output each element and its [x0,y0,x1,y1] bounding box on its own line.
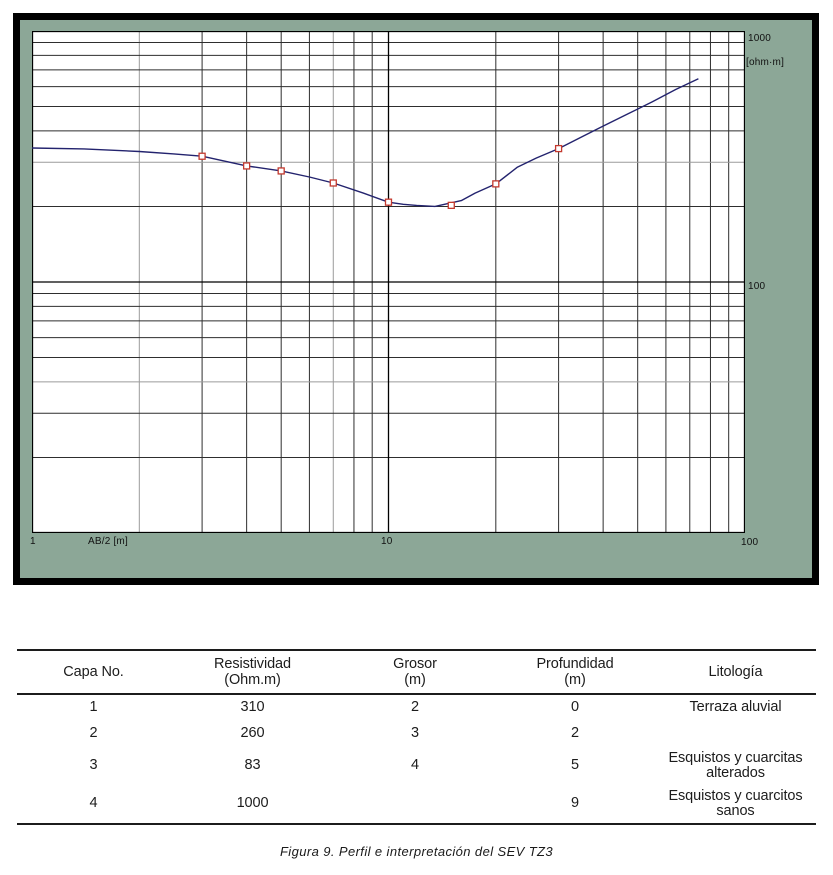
col-header-resistividad: Resistividad (Ohm.m) [214,655,291,688]
cell-grosor: 4 [411,757,419,774]
chart-frame: 1 AB/2 [m] 10 100 1000 [ohm·m] 100 [13,13,819,585]
cell-grosor: 3 [411,725,419,742]
sounding-plot [32,31,745,533]
figure-caption: Figura 9. Perfil e interpretación del SE… [279,844,554,859]
col-header-litologia: Litología [708,663,763,680]
x-tick-10: 10 [381,536,393,547]
table-row: 4 1000 9 Esquistos y cuarcitos sanos [17,785,816,824]
interpretation-table: Capa No. Resistividad (Ohm.m) Grosor (m) P… [17,649,816,825]
table-row: 1 310 2 0 Terraza aluvial [17,694,816,721]
x-axis-label: AB/2 [m] [88,536,128,547]
x-tick-1: 1 [30,536,36,547]
cell-capa: 1 [89,699,98,716]
x-tick-100: 100 [741,537,759,548]
cell-grosor: 2 [411,699,419,716]
cell-profundidad: 9 [571,795,579,812]
cell-resistividad: 310 [240,699,265,716]
cell-grosor [335,785,495,824]
cell-resistividad: 1000 [236,795,269,812]
col-header-grosor: Grosor (m) [393,655,437,688]
cell-litologia: Terraza aluvial [689,699,782,716]
cell-resistividad: 260 [240,725,265,742]
cell-resistividad: 83 [244,757,261,774]
cell-profundidad: 5 [571,757,579,774]
cell-litologia [655,721,816,747]
cell-litologia: Esquistos y cuarcitas alterados [668,749,803,781]
cell-litologia: Esquistos y cuarcitos sanos [668,787,803,819]
table-row: 2 260 3 2 [17,721,816,747]
table-header-row: Capa No. Resistividad (Ohm.m) Grosor (m) P… [17,650,816,694]
y-tick-100: 100 [748,281,766,292]
cell-capa: 2 [89,725,98,742]
cell-capa: 3 [89,757,98,774]
cell-profundidad: 0 [571,699,579,716]
col-header-profundidad: Profundidad (m) [536,655,614,688]
y-axis-unit-label: [ohm·m] [746,57,785,68]
y-tick-1000: 1000 [748,33,772,44]
cell-profundidad: 2 [571,725,579,742]
table-row: 3 83 4 5 Esquistos y cuarcitas alterados [17,747,816,785]
cell-capa: 4 [89,795,98,812]
col-header-capa-no: Capa No. [63,663,124,680]
